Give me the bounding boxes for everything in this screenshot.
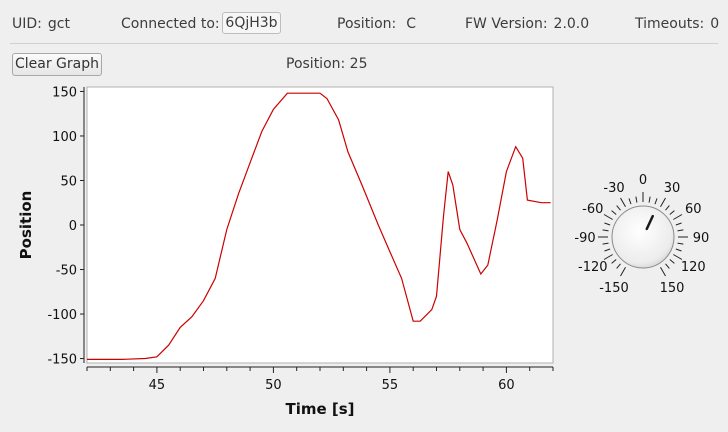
fw-status: FW Version: 2.0.0 xyxy=(465,16,589,32)
position-status-value: C xyxy=(406,16,417,32)
dial-minor-tick xyxy=(677,229,684,232)
uid-status: UID: gct xyxy=(12,16,70,32)
uid-value: gct xyxy=(47,16,70,32)
connected-uid-button[interactable]: 6QjH3b xyxy=(222,12,281,34)
dial-minor-tick xyxy=(648,196,651,203)
dial-scale-label: -30 xyxy=(603,181,624,196)
x-tick-label: 60 xyxy=(498,378,515,393)
dial-major-tick xyxy=(603,254,613,260)
dial-minor-tick xyxy=(616,205,621,211)
position-series-line xyxy=(87,92,551,360)
y-tick-label: -150 xyxy=(47,353,77,368)
dial-ticks xyxy=(598,192,688,277)
y-tick-label: 50 xyxy=(60,174,77,189)
dial-minor-tick xyxy=(677,242,684,245)
dial-minor-tick xyxy=(604,222,611,226)
dial-minor-tick xyxy=(628,198,632,205)
dial-scale-label: -150 xyxy=(599,281,629,296)
y-tick-label: 0 xyxy=(69,219,77,234)
dial-scale-label: 150 xyxy=(660,281,685,296)
clear-graph-button[interactable]: Clear Graph xyxy=(12,53,102,76)
x-tick-label: 50 xyxy=(265,378,282,393)
status-separator xyxy=(10,43,718,44)
dial-minor-tick xyxy=(611,210,617,215)
dial-scale-label: -120 xyxy=(578,260,608,275)
dial-minor-tick xyxy=(602,229,609,232)
dial-minor-tick xyxy=(665,205,670,211)
dial-minor-tick xyxy=(611,259,617,264)
y-tick-label: -50 xyxy=(56,264,77,279)
connected-label: Connected to: xyxy=(121,16,220,32)
dial-minor-tick xyxy=(669,210,675,215)
dial-major-tick xyxy=(660,267,666,277)
dial-scale-label: 90 xyxy=(693,231,710,246)
dial-scale-label: -60 xyxy=(582,202,603,217)
dial-scale-label: -90 xyxy=(574,231,595,246)
x-ticks: 45 50 55 60 xyxy=(86,367,554,393)
fw-value: 2.0.0 xyxy=(553,16,590,32)
dial-needle-icon xyxy=(645,214,654,231)
y-ticks: 150 100 50 0 -50 -100 -150 xyxy=(47,85,84,368)
dial-major-tick xyxy=(673,254,683,260)
position-status-label: Position: xyxy=(337,16,397,32)
fw-label: FW Version: xyxy=(465,16,548,32)
dial-minor-tick xyxy=(665,263,670,269)
dial-minor-tick xyxy=(602,242,609,245)
position-status: Position: C xyxy=(337,16,416,32)
y-tick-label: 150 xyxy=(52,85,77,100)
dial-minor-tick xyxy=(675,222,682,226)
status-bar: UID: gct Connected to: 6QjH3b Position: C … xyxy=(0,0,728,44)
y-tick-label: -100 xyxy=(47,308,77,323)
timeouts-status: Timeouts: 0 xyxy=(635,16,719,32)
y-tick-label: 100 xyxy=(52,130,77,145)
dial-major-tick xyxy=(660,197,666,207)
timeouts-value: 0 xyxy=(710,16,720,32)
dial-minor-tick xyxy=(616,263,621,269)
dial-minor-tick xyxy=(635,196,638,203)
x-tick-label: 45 xyxy=(149,378,166,393)
dial-scale-label: 120 xyxy=(681,260,706,275)
dial-major-tick xyxy=(673,214,683,220)
dial-major-tick xyxy=(603,214,613,220)
dial-knob[interactable] xyxy=(611,205,675,269)
y-axis-label: Position xyxy=(17,191,35,260)
position-readout: Position: 25 xyxy=(286,56,368,72)
timeouts-label: Timeouts: xyxy=(635,16,705,32)
dial-minor-tick xyxy=(669,259,675,264)
dial-minor-tick xyxy=(654,198,658,205)
plot-area xyxy=(86,86,554,364)
dial-labels: -150 -120 -90 -60-30 0 30 60 90 120 150 xyxy=(574,173,709,296)
dial-scale-label: 0 xyxy=(639,173,647,188)
dial-scale-label: 60 xyxy=(685,202,702,217)
uid-label: UID: xyxy=(12,16,42,32)
dial-major-tick xyxy=(620,267,626,277)
dial-minor-tick xyxy=(604,248,611,252)
dial-minor-tick xyxy=(675,248,682,252)
dial-scale-label: 30 xyxy=(664,181,681,196)
x-axis-label: Time [s] xyxy=(285,400,354,418)
x-tick-label: 55 xyxy=(382,378,399,393)
dial-major-tick xyxy=(620,197,626,207)
